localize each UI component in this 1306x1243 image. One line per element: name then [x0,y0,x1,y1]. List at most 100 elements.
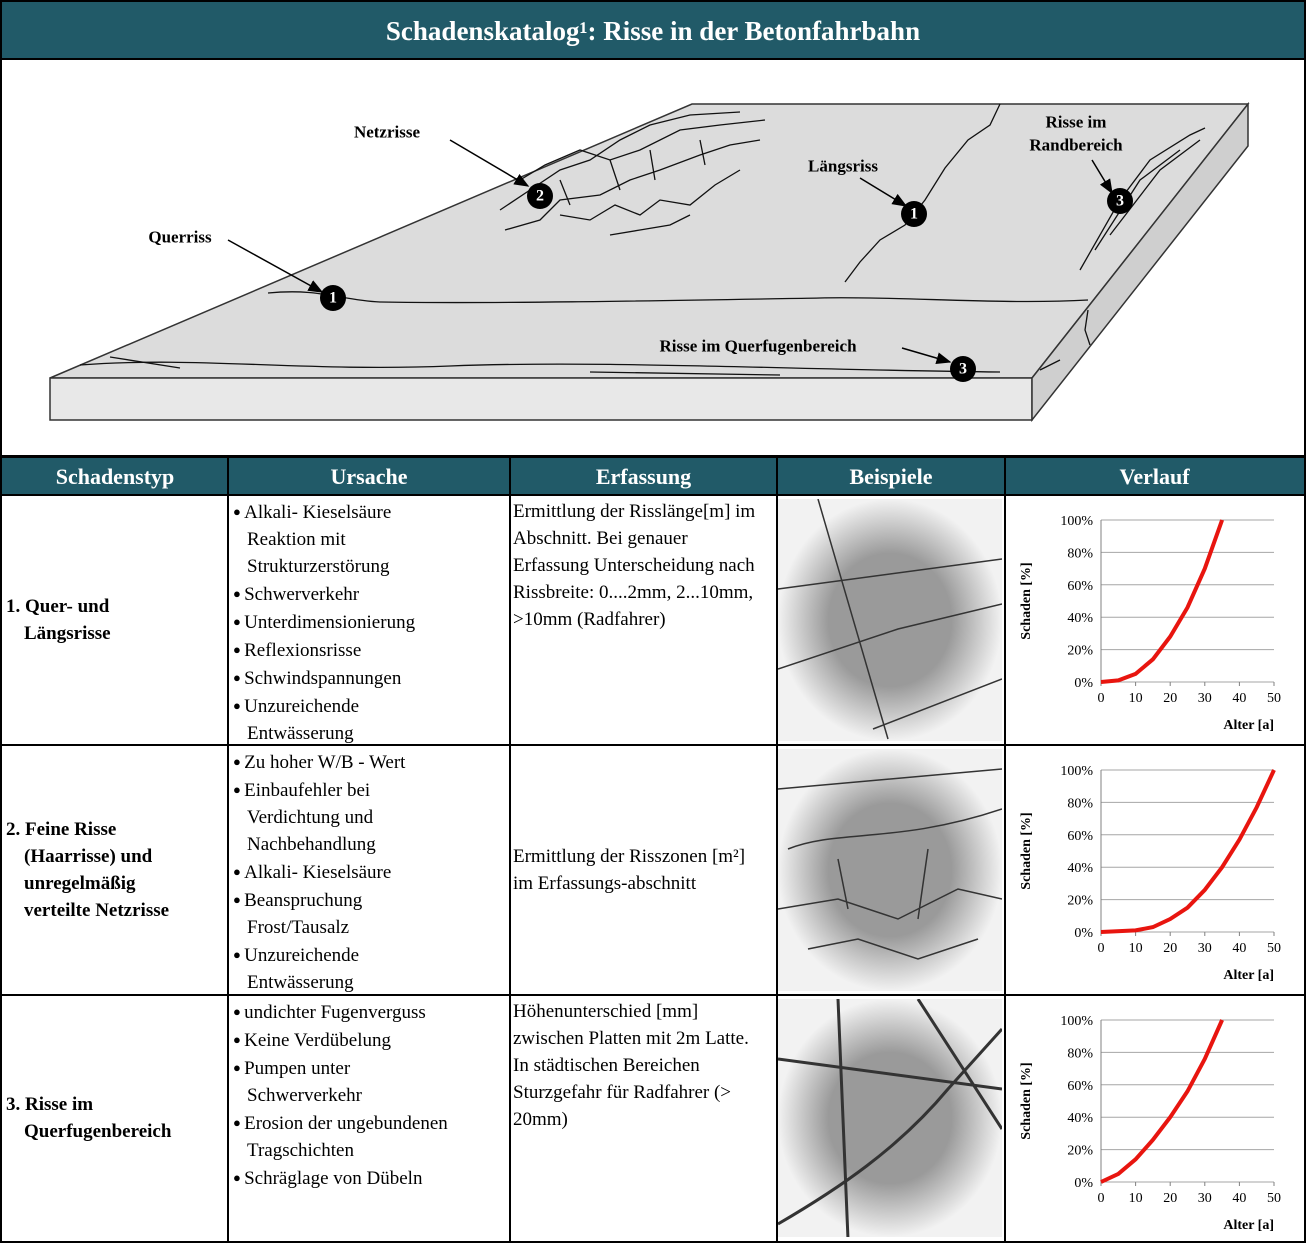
damage-type-line: Querfugenbereich [24,1121,172,1142]
y-tick-label: 0% [1074,926,1093,941]
damage-curve [1100,769,1276,934]
y-axis-label: Schaden [%] [1019,1062,1034,1139]
y-tick-label: 40% [1067,611,1093,626]
x-tick-label: 50 [1267,1191,1281,1206]
marker-number: 3 [1116,193,1124,210]
row-rule [0,494,1306,496]
damage-type-line: 1. Quer- und [6,596,110,617]
slab-side [1031,101,1249,423]
y-tick-label: 60% [1067,829,1093,844]
chart-cell: 0% 20% 40% 60% 80% 100% 0 10 20 30 40 50 Schaden [%]… [1006,997,1300,1239]
x-tick-label: 40 [1232,691,1246,706]
example-photo [778,749,1002,991]
marker-number: 1 [329,290,337,307]
y-tick-label: 40% [1067,1111,1093,1126]
damage-type-line: (Haarrisse) und [24,846,153,867]
cause-list: Zu hoher W/B - WertEinbaufehler bei Verd… [233,748,453,996]
column-header: Verlauf [1005,458,1304,495]
markers [320,183,1133,382]
y-tick-label: 60% [1067,1079,1093,1094]
damage-type: 3. Risse im Querfugenbereich [6,995,224,1241]
y-tick-label: 0% [1074,1176,1093,1191]
damage-type-line: verteilte Netzrisse [24,900,170,921]
column-rule [227,458,229,1243]
column-header: Beispiele [777,458,1005,495]
column-rule [1004,458,1006,1243]
separator [0,455,1306,458]
y-tick-label: 80% [1067,1046,1093,1061]
y-tick-label: 20% [1067,644,1093,659]
cause-item: Alkali- Kieselsäure [233,858,453,886]
cause-item: undichter Fugenverguss [233,998,453,1026]
cause-list: undichter FugenvergussKeine VerdübelungP… [233,998,453,1192]
x-tick-label: 0 [1098,941,1105,956]
diagram-label: Randbereich [1029,136,1123,155]
survey-cell: Ermittlung der Risszonen [m²] im Erfassu… [513,748,768,992]
example-photo [778,999,1002,1237]
x-tick-label: 50 [1267,691,1281,706]
chart-cell: 0% 20% 40% 60% 80% 100% 0 10 20 30 40 50 Schaden [%]… [1006,747,1300,993]
y-tick-label: 40% [1067,861,1093,876]
diagram-label: Netzrisse [354,123,421,142]
y-tick-label: 60% [1067,579,1093,594]
column-rule [509,458,511,1243]
y-tick-label: 100% [1060,1014,1093,1029]
x-tick-label: 30 [1198,691,1212,706]
cause-item: Einbaufehler bei Verdichtung und Nachbeh… [233,776,453,858]
row-rule [0,744,1306,746]
slab-front [49,377,1033,421]
example-photo [778,499,1002,741]
x-tick-label: 20 [1163,941,1177,956]
y-tick-label: 100% [1060,764,1093,779]
cause-list: Alkali- Kieselsäure Reaktion mit Struktu… [233,498,453,747]
cause-item: Pumpen unter Schwerverkehr [233,1054,453,1109]
column-header: Ursache [228,458,510,495]
slab-diagram: 1 2 1 3 3 Netzrisse Querriss Längsriss R… [49,101,1250,423]
x-tick-label: 0 [1098,691,1105,706]
x-tick-label: 10 [1129,941,1143,956]
diagram-label: Querriss [148,228,212,247]
x-tick-label: 10 [1129,1191,1143,1206]
x-tick-label: 20 [1163,691,1177,706]
cause-item: Schräglage von Dübeln [233,1164,453,1192]
damage-type: 2. Feine Risse (Haarrisse) und unregelmäßi… [6,745,224,995]
x-axis-label: Alter [a] [1223,968,1274,983]
x-tick-label: 30 [1198,1191,1212,1206]
y-tick-label: 0% [1074,676,1093,691]
arrows [227,139,1113,364]
x-tick-label: 0 [1098,1191,1105,1206]
column-header: Erfassung [510,458,777,495]
column-rule [776,458,778,1243]
damage-curve [1100,519,1224,684]
y-axis-label: Schaden [%] [1019,562,1034,639]
diagram-label: Risse im Querfugenbereich [659,337,857,356]
damage-curve [1100,1019,1224,1184]
damage-type-line: 2. Feine Risse [6,819,117,840]
cause-item: Keine Verdübelung [233,1026,453,1054]
damage-type-line: unregelmäßig [24,873,136,894]
x-axis-label: Alter [a] [1223,1218,1274,1233]
x-tick-label: 10 [1129,691,1143,706]
damage-type-line: 3. Risse im [6,1094,94,1115]
cause-item: Schwindspannungen [233,664,453,692]
x-tick-label: 30 [1198,941,1212,956]
survey-text: Höhenunterschied [mm] zwischen Platten m… [513,1001,749,1130]
x-tick-label: 20 [1163,1191,1177,1206]
marker-number: 3 [959,361,967,378]
diagram-label: Risse im [1046,113,1107,132]
marker-number: 2 [536,188,544,205]
chart: 0% 20% 40% 60% 80% 100% 0 10 20 30 40 50 Schaden [%]… [1019,1014,1281,1233]
chart: 0% 20% 40% 60% 80% 100% 0 10 20 30 40 50 Schaden [%]… [1019,514,1281,733]
cause-item: Erosion der ungebundenen Tragschichten [233,1109,453,1164]
cause-item: Zu hoher W/B - Wert [233,748,453,776]
y-tick-label: 80% [1067,546,1093,561]
damage-type: 1. Quer- und Längsrisse [6,495,224,745]
survey-cell: Ermittlung der Risslänge[m] im Abschnitt… [513,498,768,742]
x-axis-label: Alter [a] [1223,718,1274,733]
cause-item: Unterdimensionierung [233,608,453,636]
y-tick-label: 80% [1067,796,1093,811]
chart-cell: 0% 20% 40% 60% 80% 100% 0 10 20 30 40 50 Schaden [%]… [1006,497,1300,743]
title: Schadenskatalog¹: Risse in der Betonfahr… [2,2,1304,60]
